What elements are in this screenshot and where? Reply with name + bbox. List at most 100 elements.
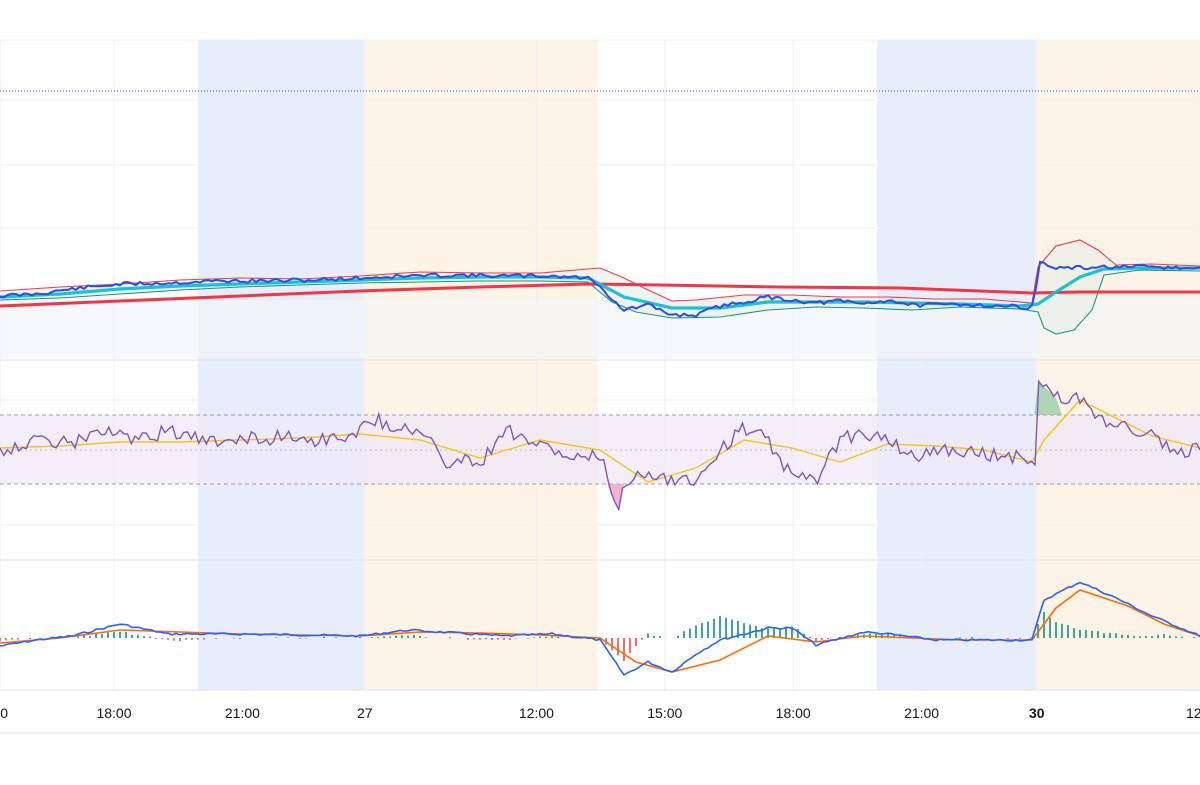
macd-histogram-bar	[1151, 636, 1153, 638]
macd-histogram-bar	[239, 638, 241, 639]
macd-histogram-bar	[485, 638, 487, 640]
macd-histogram-bar	[635, 638, 637, 647]
macd-histogram-bar	[725, 617, 727, 638]
macd-histogram-bar	[1157, 634, 1159, 638]
rsi-oversold-fill	[607, 484, 624, 508]
rsi-pane[interactable]	[0, 379, 1200, 512]
macd-histogram-bar	[1193, 636, 1195, 638]
macd-histogram-bar	[641, 638, 643, 640]
macd-histogram-bar	[719, 615, 721, 638]
macd-histogram-bar	[107, 632, 109, 638]
macd-histogram-bar	[809, 636, 811, 638]
macd-histogram-bar	[89, 636, 91, 638]
macd-histogram-bar	[1079, 629, 1081, 638]
macd-histogram-bar	[491, 638, 493, 640]
macd-histogram-bar	[959, 637, 961, 638]
macd-histogram-bar	[17, 638, 19, 640]
price-fill-area	[0, 300, 1200, 358]
time-axis-tick-label: 18:00	[776, 705, 811, 721]
macd-histogram-bar	[1055, 622, 1057, 638]
macd-histogram-bar	[113, 632, 115, 638]
macd-histogram-bar	[215, 638, 217, 639]
macd-histogram-bar	[899, 635, 901, 638]
macd-histogram-bar	[737, 621, 739, 638]
macd-histogram-bar	[77, 636, 79, 638]
macd-histogram-bar	[479, 638, 481, 640]
time-axis-tick-label: 27	[357, 705, 373, 721]
macd-histogram-bar	[5, 638, 7, 641]
price-line	[0, 260, 1200, 318]
macd-histogram-bar	[419, 635, 421, 638]
macd-pane[interactable]	[0, 581, 1200, 676]
macd-histogram-bar	[653, 635, 655, 638]
rsi-line	[0, 379, 1200, 512]
band-upper-line	[0, 239, 1200, 304]
macd-histogram-bar	[473, 638, 475, 640]
macd-histogram-bar	[755, 625, 757, 638]
time-axis-tick-label: 15:00	[647, 705, 682, 721]
macd-histogram-bar	[335, 637, 337, 638]
macd-histogram-bar	[449, 637, 451, 638]
macd-histogram-bar	[11, 638, 13, 640]
macd-histogram-bar	[407, 635, 409, 638]
macd-histogram-bar	[83, 635, 85, 638]
macd-histogram-bar	[887, 633, 889, 638]
macd-histogram-bar	[203, 638, 205, 640]
grid-lines	[0, 39, 1200, 690]
session-highlights	[198, 40, 1200, 690]
session-band-london	[1035, 40, 1200, 690]
time-axis[interactable]: 0 18:00 21:00 27 12:00 15:00 18:00 21:00 30 12	[0, 689, 1200, 734]
macd-histogram-bar	[767, 628, 769, 638]
macd-histogram-bar	[701, 623, 703, 638]
macd-histogram-bar	[575, 638, 577, 639]
macd-histogram-bar	[1169, 635, 1171, 638]
macd-histogram-bar	[233, 638, 235, 639]
macd-histogram-bar	[659, 636, 661, 638]
macd-histogram-bar	[1067, 625, 1069, 638]
time-axis-tick-label: 30	[1029, 705, 1045, 721]
macd-histogram-bar	[893, 634, 895, 638]
time-axis-tick-label: 12	[1186, 705, 1200, 721]
macd-histogram-bar	[179, 638, 181, 642]
macd-histogram-bar	[131, 634, 133, 638]
time-axis-tick-label: 0	[0, 705, 8, 721]
macd-histogram-bar	[0, 638, 1, 642]
macd-histogram-bar	[1109, 632, 1111, 638]
macd-histogram-bar	[707, 621, 709, 638]
macd-histogram-bar	[815, 638, 817, 643]
macd-histogram-bar	[1073, 628, 1075, 638]
macd-histogram-bar	[287, 637, 289, 638]
macd-histogram-bar	[1139, 636, 1141, 638]
macd-histogram-bar	[821, 638, 823, 640]
macd-histogram-bar	[299, 638, 301, 639]
macd-histogram-bar	[1085, 629, 1087, 638]
macd-histogram-bar	[323, 636, 325, 638]
macd-histogram-bar	[413, 634, 415, 638]
macd-histogram-bar	[749, 624, 751, 638]
macd-histogram-bar	[1007, 638, 1009, 639]
session-band-london	[363, 40, 598, 690]
macd-histogram-bar	[167, 638, 169, 640]
macd-histogram-bar	[95, 633, 97, 638]
macd-histogram-bar	[137, 634, 139, 638]
macd-histogram-bar	[275, 637, 277, 638]
macd-histogram-bar	[557, 636, 559, 638]
price-pane[interactable]	[0, 90, 1200, 358]
macd-histogram-bar	[731, 619, 733, 638]
macd-histogram-bar	[965, 638, 967, 639]
macd-histogram-bar	[125, 631, 127, 638]
rsi-ma-line	[0, 399, 1200, 483]
macd-histogram-bar	[683, 631, 685, 638]
macd-histogram-bar	[785, 626, 787, 638]
macd-histogram-bar	[1061, 623, 1063, 638]
macd-histogram-bar	[119, 631, 121, 638]
macd-histogram-bar	[713, 618, 715, 638]
time-axis-tick-label: 18:00	[96, 705, 131, 721]
session-band-asia	[198, 40, 364, 690]
macd-histogram-bar	[695, 625, 697, 638]
macd-histogram-bar	[1019, 638, 1021, 639]
band-lower-line	[0, 269, 1200, 335]
macd-histogram-bar	[425, 637, 427, 638]
macd-histogram-bar	[1181, 636, 1183, 638]
macd-histogram-bar	[647, 633, 649, 638]
